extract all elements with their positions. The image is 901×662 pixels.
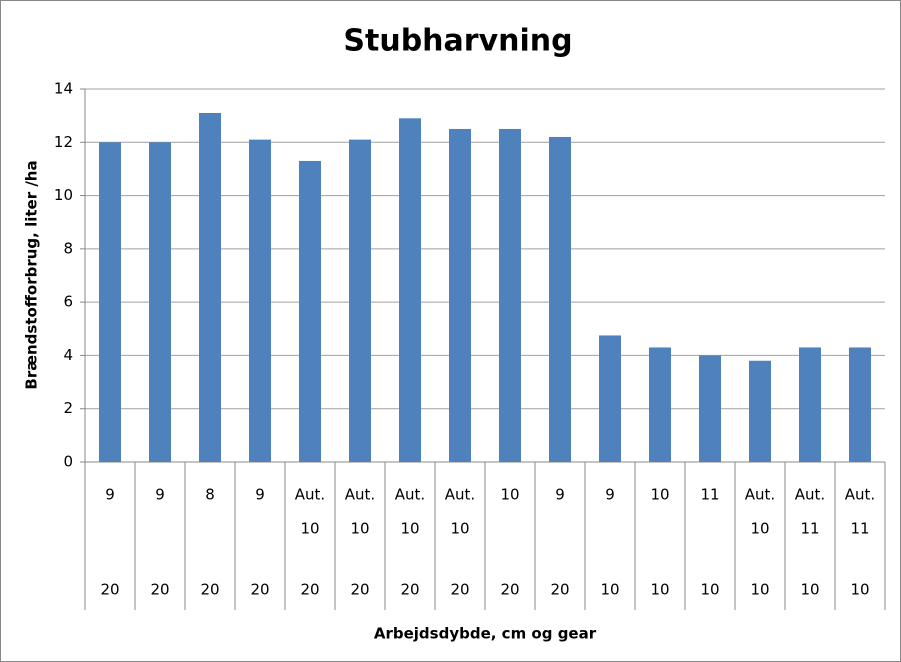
bar [649, 347, 671, 462]
x-tick-label: Aut. [295, 486, 325, 504]
y-tick-label: 0 [63, 453, 73, 471]
x-tick-label: 9 [255, 486, 265, 504]
x-tick-label: 11 [700, 486, 719, 504]
x-tick-label: Aut. [445, 486, 475, 504]
y-tick-label: 14 [54, 80, 73, 98]
x-group-label: 20 [100, 581, 119, 599]
x-tick-label: 10 [350, 520, 369, 538]
x-tick-label: 10 [400, 520, 419, 538]
bar [99, 142, 121, 463]
y-tick-label: 10 [54, 186, 73, 204]
x-group-label: 10 [800, 581, 819, 599]
x-group-label: 20 [150, 581, 169, 599]
bar [499, 128, 521, 462]
y-tick-label: 12 [54, 133, 73, 151]
bar [599, 335, 621, 462]
y-tick-label: 2 [63, 399, 73, 417]
x-tick-label: 11 [850, 520, 869, 538]
x-tick-label: Aut. [745, 486, 775, 504]
x-group-label: 10 [650, 581, 669, 599]
bar [199, 112, 221, 462]
x-group-label: 20 [200, 581, 219, 599]
x-group-label: 20 [350, 581, 369, 599]
x-group-label: 20 [450, 581, 469, 599]
x-tick-label: 11 [800, 520, 819, 538]
y-tick-label: 6 [63, 293, 73, 311]
x-tick-label: 9 [605, 486, 615, 504]
x-tick-label: 10 [750, 520, 769, 538]
x-tick-label: Aut. [795, 486, 825, 504]
bar [149, 142, 171, 463]
y-tick-label: 8 [63, 239, 73, 257]
y-axis-label: Brændstofforbrug, liter /ha [23, 160, 41, 389]
x-group-label: 10 [700, 581, 719, 599]
x-tick-label: 9 [105, 486, 115, 504]
x-tick-label: 9 [555, 486, 565, 504]
x-tick-label: 10 [450, 520, 469, 538]
bar [449, 128, 471, 462]
x-tick-label: 8 [205, 486, 215, 504]
y-tick-label: 4 [63, 346, 73, 364]
bar [749, 360, 771, 462]
bar [299, 160, 321, 462]
x-tick-label: Aut. [845, 486, 875, 504]
x-group-label: 20 [400, 581, 419, 599]
x-tick-label: 10 [300, 520, 319, 538]
bar [549, 136, 571, 462]
x-tick-label: 9 [155, 486, 165, 504]
x-tick-label: Aut. [395, 486, 425, 504]
chart-title: Stubharvning [343, 24, 572, 59]
x-axis-label: Arbejdsdybde, cm og gear [374, 625, 597, 643]
bar [699, 355, 721, 462]
x-group-label: 20 [500, 581, 519, 599]
bar [249, 139, 271, 462]
x-group-label: 10 [850, 581, 869, 599]
x-group-label: 20 [550, 581, 569, 599]
x-group-label: 20 [250, 581, 269, 599]
x-group-label: 10 [750, 581, 769, 599]
x-group-label: 20 [300, 581, 319, 599]
x-tick-label: 10 [650, 486, 669, 504]
bar [349, 139, 371, 462]
x-group-label: 10 [600, 581, 619, 599]
x-tick-label: Aut. [345, 486, 375, 504]
x-tick-label: 10 [500, 486, 519, 504]
bar [849, 347, 871, 462]
bar [399, 118, 421, 463]
bar [799, 347, 821, 462]
